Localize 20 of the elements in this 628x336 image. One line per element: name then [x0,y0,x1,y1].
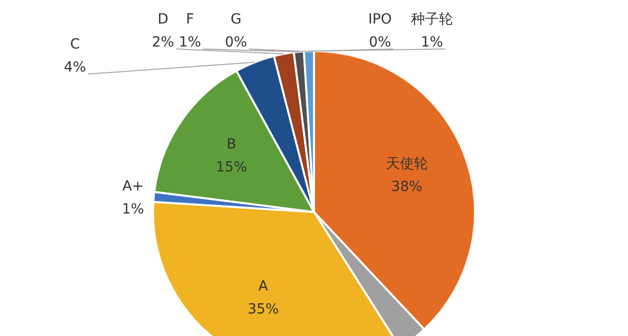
slice-label: C [70,36,80,53]
data-label: 38% [391,178,422,195]
text: 0% [368,34,392,51]
data-label: 2% [152,34,174,51]
data-label: 1% [420,34,444,51]
slice-label: D [158,12,168,28]
category-label: G [230,12,242,28]
data-label: 35% [248,302,279,318]
data-label: 1% [122,202,144,218]
slice-label: F [186,12,194,28]
slice-label: 天使轮 [386,156,428,172]
category-label: IPO [368,12,392,28]
slice-label: 种子轮 [411,12,453,28]
data-label: 1% [178,34,202,51]
slice-label: B [226,136,236,153]
text: 0% [224,34,248,51]
slice-label: A [258,278,268,295]
data-label: 15% [216,160,248,176]
data-label: 4% [64,60,86,76]
slice-label: A+ [122,178,144,195]
